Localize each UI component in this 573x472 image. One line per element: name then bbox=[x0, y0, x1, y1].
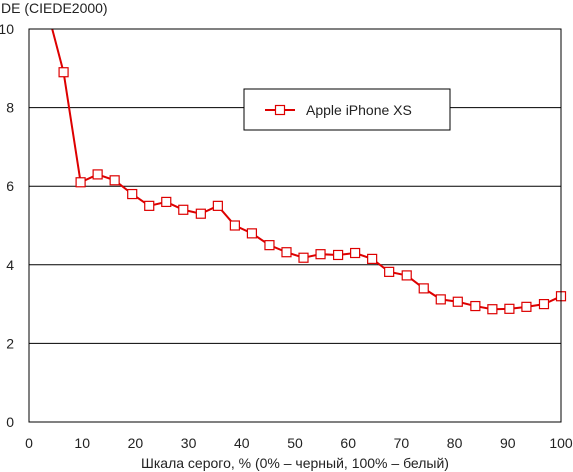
x-tick-label: 40 bbox=[234, 435, 250, 451]
legend: Apple iPhone XS bbox=[243, 88, 451, 131]
data-point-27 bbox=[504, 303, 515, 314]
x-tick-label: 80 bbox=[447, 435, 463, 451]
data-point-29 bbox=[538, 299, 550, 310]
data-point-22 bbox=[418, 283, 429, 294]
x-tick-label: 70 bbox=[394, 435, 410, 451]
y-tick-label: 6 bbox=[6, 178, 14, 194]
data-point-21 bbox=[401, 270, 412, 281]
data-point-14 bbox=[281, 247, 292, 258]
data-point-17 bbox=[332, 249, 344, 261]
x-tick-label: 20 bbox=[128, 435, 144, 451]
x-tick-label: 100 bbox=[549, 435, 573, 451]
y-tick-label: 10 bbox=[0, 21, 14, 37]
x-tick-label: 0 bbox=[25, 435, 33, 451]
x-tick-label: 90 bbox=[500, 435, 516, 451]
data-point-23 bbox=[435, 294, 446, 305]
data-point-5 bbox=[127, 188, 138, 200]
x-tick-label: 60 bbox=[340, 435, 356, 451]
y-tick-label: 4 bbox=[6, 257, 14, 273]
data-point-8 bbox=[178, 204, 189, 215]
data-point-7 bbox=[161, 196, 172, 208]
data-point-12 bbox=[246, 228, 258, 239]
data-point-1 bbox=[58, 67, 69, 78]
x-axis-title: Шкала серого, % (0% – черный, 100% – бел… bbox=[141, 455, 449, 471]
data-point-10 bbox=[212, 200, 223, 211]
data-point-4 bbox=[109, 175, 120, 186]
x-tick-label: 30 bbox=[181, 435, 197, 451]
data-point-26 bbox=[487, 304, 498, 315]
data-point-9 bbox=[195, 208, 206, 219]
data-point-13 bbox=[264, 240, 275, 251]
x-tick-label: 50 bbox=[287, 435, 303, 451]
data-point-11 bbox=[229, 220, 240, 231]
plot-area-frame bbox=[28, 28, 562, 423]
data-point-2 bbox=[75, 177, 86, 188]
data-point-15 bbox=[298, 252, 309, 263]
grid bbox=[29, 28, 561, 423]
legend-label: Apple iPhone XS bbox=[306, 102, 412, 118]
series-line bbox=[51, 29, 561, 311]
series-layer bbox=[51, 29, 567, 315]
y-axis-title: DE (CIEDE2000) bbox=[1, 0, 108, 16]
x-tick-label: 10 bbox=[74, 435, 90, 451]
data-point-6 bbox=[144, 200, 155, 211]
data-point-3 bbox=[92, 169, 103, 180]
data-point-20 bbox=[384, 266, 395, 277]
data-point-19 bbox=[367, 253, 378, 264]
legend-box bbox=[243, 88, 451, 131]
legend-marker bbox=[274, 104, 286, 116]
data-point-24 bbox=[452, 296, 463, 307]
data-point-18 bbox=[350, 247, 361, 259]
data-point-28 bbox=[521, 301, 532, 312]
y-tick-label: 0 bbox=[6, 414, 14, 430]
data-point-25 bbox=[470, 300, 481, 312]
y-tick-label: 2 bbox=[6, 335, 14, 351]
data-point-16 bbox=[315, 249, 326, 260]
y-tick-label: 8 bbox=[6, 100, 14, 116]
